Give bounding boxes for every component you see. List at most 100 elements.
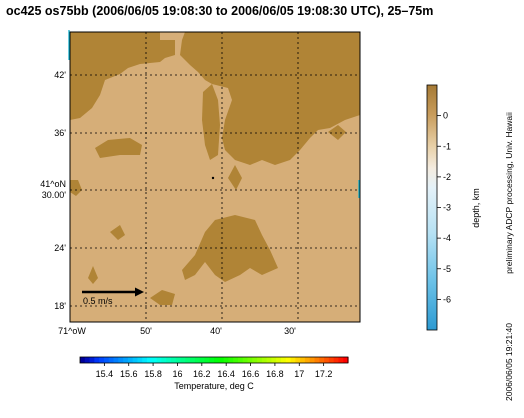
vector-dot [211, 176, 215, 180]
temperature-colorbar-cell [199, 357, 206, 363]
depth-tick-label: -6 [443, 294, 451, 304]
temperature-colorbar-cell [276, 357, 282, 363]
temperature-tick-label: 15.8 [144, 369, 162, 379]
depth-tick-label: -4 [443, 233, 451, 243]
temperature-colorbar-cell [89, 357, 95, 363]
depth-tick-label: 0 [443, 111, 448, 121]
temperature-colorbar-cell [151, 357, 158, 363]
temperature-colorbar-cell [333, 357, 340, 363]
patch-c [228, 165, 242, 190]
temperature-colorbar-cell [247, 357, 253, 363]
lat-tick-labels: 42' 36' 41^oN 30.00' 24' 18' [40, 70, 66, 311]
patch-g [182, 215, 278, 282]
lat-tick-label: 41^oN 30.00' [40, 179, 66, 200]
temperature-colorbar-cell [156, 357, 162, 363]
patch-d [70, 180, 82, 196]
lon-tick-labels: 71^oW 50' 40' 30' [58, 326, 296, 336]
temperature-colorbar-cell [290, 357, 296, 363]
temperature-tick-label: 16.4 [217, 369, 235, 379]
patch-f [88, 266, 98, 284]
processing-note: preliminary ADCP processing, Univ. Hawai… [504, 112, 514, 274]
temperature-colorbar-cell [166, 357, 172, 363]
timestamp: 2006/06/05 19:21:40 [504, 323, 514, 401]
temperature-colorbar-cell [271, 357, 277, 363]
temperature-colorbar-cell [281, 357, 287, 363]
temperature-colorbar: 15.4 15.6 15.8 16 16.2 16.4 16.6 16.8 17 17.2 Tem… [79, 356, 349, 391]
temperature-colorbar-cell [300, 357, 306, 363]
temperature-colorbar-cell [261, 357, 268, 363]
temperature-tick-label: 15.6 [120, 369, 138, 379]
temperature-colorbar-cell [324, 357, 330, 363]
depth-tick-label: -2 [443, 172, 451, 182]
temperature-colorbar-cell [328, 357, 335, 363]
temperature-colorbar-cell [319, 357, 325, 363]
temperature-colorbar-cell [113, 357, 119, 363]
lat-tick-label: 18' [54, 301, 66, 311]
temperature-colorbar-cell [123, 357, 129, 363]
temperature-tick-label: 16.8 [266, 369, 284, 379]
patch-j [328, 125, 346, 140]
temperature-colorbar-label: Temperature, deg C [174, 381, 254, 391]
temperature-colorbar-cell [170, 357, 177, 363]
temperature-colorbar-cell [266, 357, 273, 363]
temperature-colorbar-cell [257, 357, 263, 363]
temperature-colorbar-cell [132, 357, 139, 363]
temperature-colorbar-cell [161, 357, 167, 363]
temperature-colorbar-cell [295, 357, 301, 363]
temperature-colorbar-cell [190, 357, 196, 363]
temperature-tick-label: 17 [294, 369, 304, 379]
temperature-colorbar-cell [94, 357, 100, 363]
patch-e [110, 225, 125, 240]
temperature-colorbar-cell [80, 357, 86, 363]
temperature-colorbar-cell [304, 357, 311, 363]
temperature-colorbar-cell [285, 357, 292, 363]
temperature-colorbar-cell [127, 357, 134, 363]
temperature-colorbar-cell [252, 357, 258, 363]
temperature-tick-label: 16 [172, 369, 182, 379]
temperature-colorbar-cell [137, 357, 143, 363]
temperature-tick-label: 17.2 [315, 369, 333, 379]
temperature-colorbar-cell [242, 357, 249, 363]
scale-arrow-label: 0.5 m/s [83, 296, 113, 306]
lat-tick-label: 24' [54, 243, 66, 253]
temperature-colorbar-cell [108, 357, 115, 363]
temperature-colorbar-cell [185, 357, 191, 363]
land-shallow-ne [180, 32, 360, 165]
temperature-colorbar-cell [204, 357, 210, 363]
temperature-colorbar-frame [79, 356, 349, 364]
patch-b [202, 84, 220, 160]
temperature-colorbar-cell [118, 357, 124, 363]
lat-tick-label: 36' [54, 128, 66, 138]
temperature-colorbar-cell [99, 357, 105, 363]
grid-lines [70, 32, 360, 322]
depth-tick-label: -3 [443, 203, 451, 213]
temperature-colorbar-cell [223, 357, 229, 363]
lon-tick-label: 71^oW [58, 326, 86, 336]
lon-tick-label: 40' [210, 326, 222, 336]
temperature-tick-label: 16.6 [242, 369, 260, 379]
temperature-colorbar-cell [180, 357, 186, 363]
temperature-tick-label: 15.4 [96, 369, 114, 379]
temperature-colorbar-cell [103, 357, 110, 363]
land-shallow-nw [70, 32, 175, 120]
temperature-colorbar-cell [228, 357, 234, 363]
temperature-colorbar-cell [343, 357, 349, 363]
depth-colorbar-bar [426, 84, 438, 331]
temperature-colorbar-ticks: 15.4 15.6 15.8 16 16.2 16.4 16.6 16.8 17 17.2 [96, 363, 333, 379]
depth-tick-label: -5 [443, 264, 451, 274]
temperature-colorbar-cell [214, 357, 220, 363]
lon-tick-label: 50' [140, 326, 152, 336]
map-panel: 0.5 m/s [68, 30, 361, 323]
depth-colorbar: 0 -1 -2 -3 -4 -5 -6 depth, km [426, 84, 481, 331]
temperature-colorbar-cell [218, 357, 225, 363]
patch-h [150, 290, 175, 305]
lon-tick-label: 30' [284, 326, 296, 336]
temperature-tick-label: 16.2 [193, 369, 211, 379]
temperature-colorbar-cell [147, 357, 153, 363]
temperature-colorbar-cell [309, 357, 316, 363]
depth-colorbar-label: depth, km [471, 188, 481, 228]
depth-tick-label: -1 [443, 141, 451, 151]
patch-a [95, 138, 142, 158]
chart-title: oc425 os75bb (2006/06/05 19:08:30 to 200… [6, 4, 434, 18]
